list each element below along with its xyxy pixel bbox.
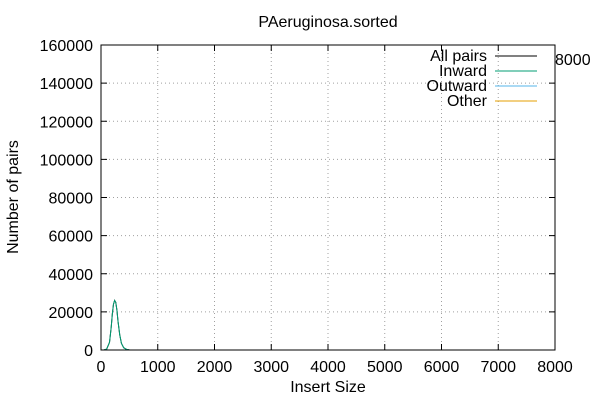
- grid: [101, 45, 555, 350]
- y-axis-label: Number of pairs: [5, 140, 22, 254]
- x-tick-label: 3000: [253, 359, 289, 376]
- x-axis-label: Insert Size: [290, 379, 366, 396]
- x-tick-label: 7000: [480, 359, 516, 376]
- y-tick-label: 120000: [40, 114, 93, 131]
- legend-label-inward: Inward: [439, 63, 487, 80]
- y-tick-label: 60000: [49, 229, 94, 246]
- tick-labels: 0200004000060000800001000001200001400001…: [40, 38, 573, 376]
- y-tick-label: 100000: [40, 152, 93, 169]
- legend-label-outward: Outward: [427, 78, 487, 95]
- x-tick-label: 0: [97, 359, 106, 376]
- x-tick-label: 5000: [367, 359, 403, 376]
- x-tick-label: 8000: [537, 359, 573, 376]
- chart-title: PAeruginosa.sorted: [258, 14, 397, 31]
- x-tick-label: 1000: [140, 359, 176, 376]
- extra-label: 8000: [555, 52, 591, 69]
- x-tick-label: 6000: [424, 359, 460, 376]
- legend-label-all-pairs: All pairs: [430, 48, 487, 65]
- plot-frame: [100, 44, 556, 351]
- y-tick-label: 160000: [40, 38, 93, 55]
- y-tick-label: 0: [84, 343, 93, 360]
- y-tick-label: 80000: [49, 191, 94, 208]
- y-tick-label: 20000: [49, 305, 94, 322]
- x-tick-label: 2000: [197, 359, 233, 376]
- y-tick-label: 40000: [49, 267, 94, 284]
- y-tick-label: 140000: [40, 76, 93, 93]
- legend-label-other: Other: [447, 93, 488, 110]
- x-tick-label: 4000: [310, 359, 346, 376]
